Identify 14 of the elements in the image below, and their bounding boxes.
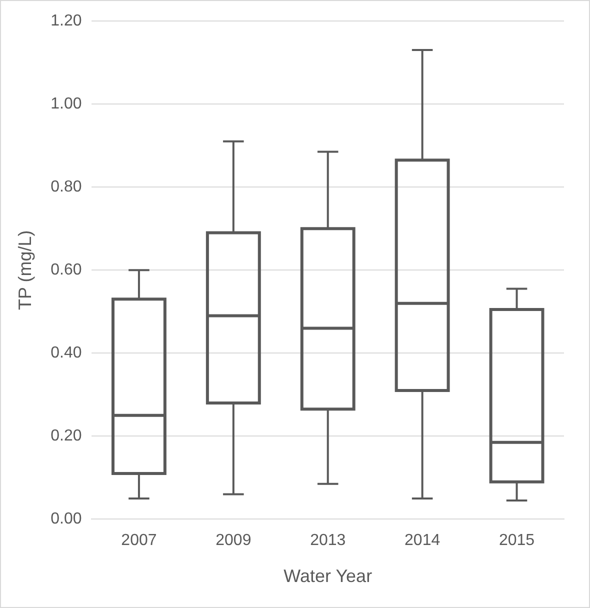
y-tick-label: 0.60: [50, 262, 82, 279]
x-axis-title: Water Year: [284, 566, 372, 586]
y-tick-label: 1.00: [50, 95, 82, 112]
x-tick-label: 2007: [121, 532, 157, 550]
y-tick-label: 0.20: [50, 428, 82, 445]
x-tick-label: 2015: [498, 532, 535, 550]
y-tick-label: 0.40: [50, 344, 82, 362]
x-tick-label: 2013: [310, 532, 346, 550]
x-tick-label: 2009: [216, 532, 252, 550]
x-tick-label: 2014: [404, 532, 440, 550]
y-tick-label: 0.80: [50, 178, 82, 196]
y-tick-label: 1.20: [50, 12, 82, 30]
y-tick-label: 0.00: [50, 510, 82, 528]
y-axis-title: TP (mg/L): [14, 230, 35, 310]
